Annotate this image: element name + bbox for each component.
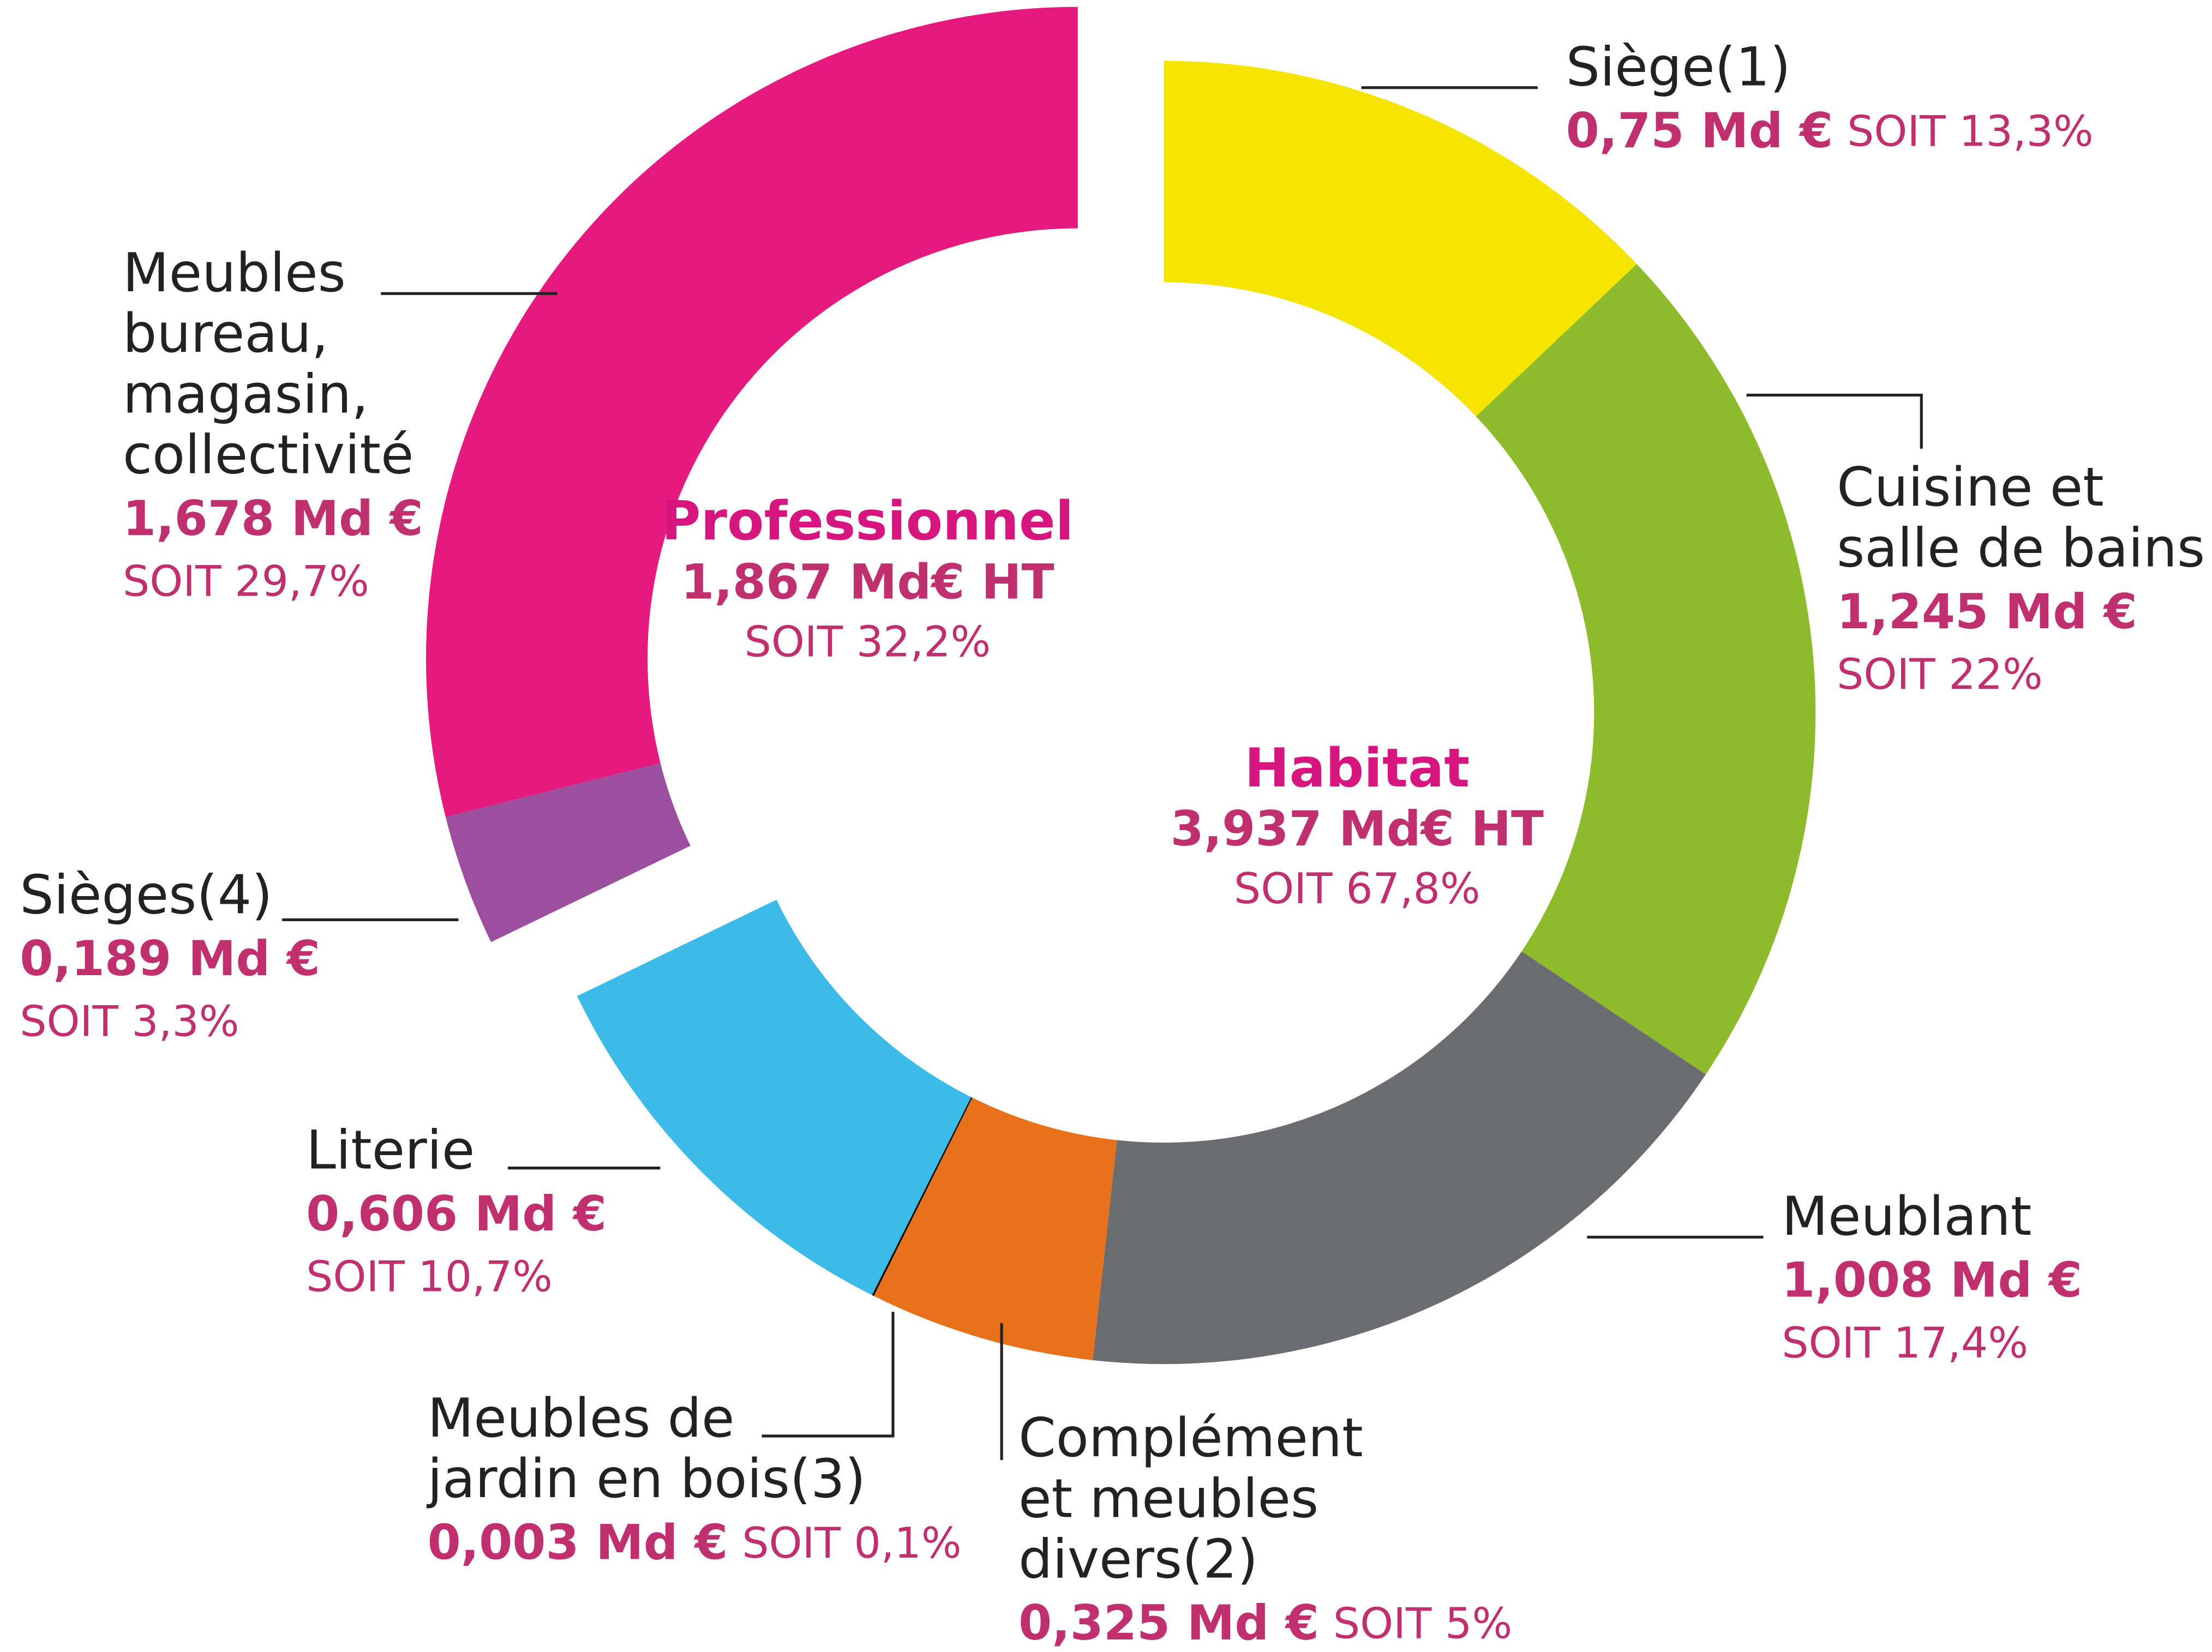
category-label: Meubles de	[428, 1387, 735, 1450]
category-label: divers(2)	[1018, 1529, 1258, 1591]
category-label: Meubles	[123, 242, 346, 304]
percent-label: SOIT 29,7%	[123, 557, 369, 606]
value-label: 0,75 Md €	[1566, 103, 1833, 159]
donut-segment	[445, 763, 691, 942]
category-label: Cuisine et	[1837, 456, 2104, 519]
category-label: bureau,	[123, 303, 328, 365]
value-label: 0,003 Md €	[428, 1515, 728, 1571]
donut-segment	[577, 899, 972, 1295]
value-label: 0,189 Md €	[20, 930, 320, 987]
category-label: Literie	[306, 1120, 475, 1182]
value-label: 0,325 Md €	[1018, 1595, 1319, 1651]
percent-label: SOIT 17,4%	[1782, 1319, 2028, 1368]
donut-segment	[426, 7, 1078, 818]
group-percent: SOIT 67,8%	[1234, 864, 1480, 914]
donut-segment	[1476, 264, 1816, 1074]
category-label: Meublant	[1782, 1186, 2031, 1248]
value-label: 1,008 Md €	[1782, 1252, 2082, 1308]
group-value: 1,867 Md€ HT	[681, 554, 1054, 610]
leader-line	[1746, 393, 1923, 449]
percent-label: SOIT 0,1%	[742, 1519, 961, 1568]
donut-segment	[873, 1097, 1117, 1360]
category-label: et meubles	[1018, 1468, 1318, 1530]
percent-label: SOIT 5%	[1333, 1600, 1512, 1649]
category-label: Siège(1)	[1566, 36, 1791, 98]
percent-label: SOIT 10,7%	[306, 1252, 553, 1301]
category-label: salle de bains	[1837, 517, 2205, 579]
group-value: 3,937 Md€ HT	[1171, 801, 1544, 857]
value-label: 1,678 Md €	[123, 490, 423, 546]
percent-label: SOIT 13,3%	[1847, 107, 2094, 156]
group-percent: SOIT 32,2%	[745, 618, 991, 667]
category-label: collectivité	[123, 424, 414, 486]
donut-segment	[1164, 61, 1637, 417]
donut-segment	[872, 1097, 973, 1296]
category-label: jardin en bois(3)	[427, 1448, 866, 1510]
percent-label: SOIT 22%	[1837, 650, 2043, 699]
group-title: Professionnel	[662, 490, 1074, 552]
donut-segment	[1093, 951, 1706, 1365]
percent-label: SOIT 3,3%	[20, 997, 239, 1046]
leader-line	[762, 1312, 895, 1438]
category-label: Sièges(4)	[20, 864, 272, 927]
value-label: 0,606 Md €	[306, 1186, 607, 1242]
value-label: 1,245 Md €	[1837, 584, 2137, 640]
category-label: Complément	[1018, 1407, 1363, 1469]
group-title: Habitat	[1244, 737, 1470, 800]
category-label: magasin,	[123, 363, 369, 425]
